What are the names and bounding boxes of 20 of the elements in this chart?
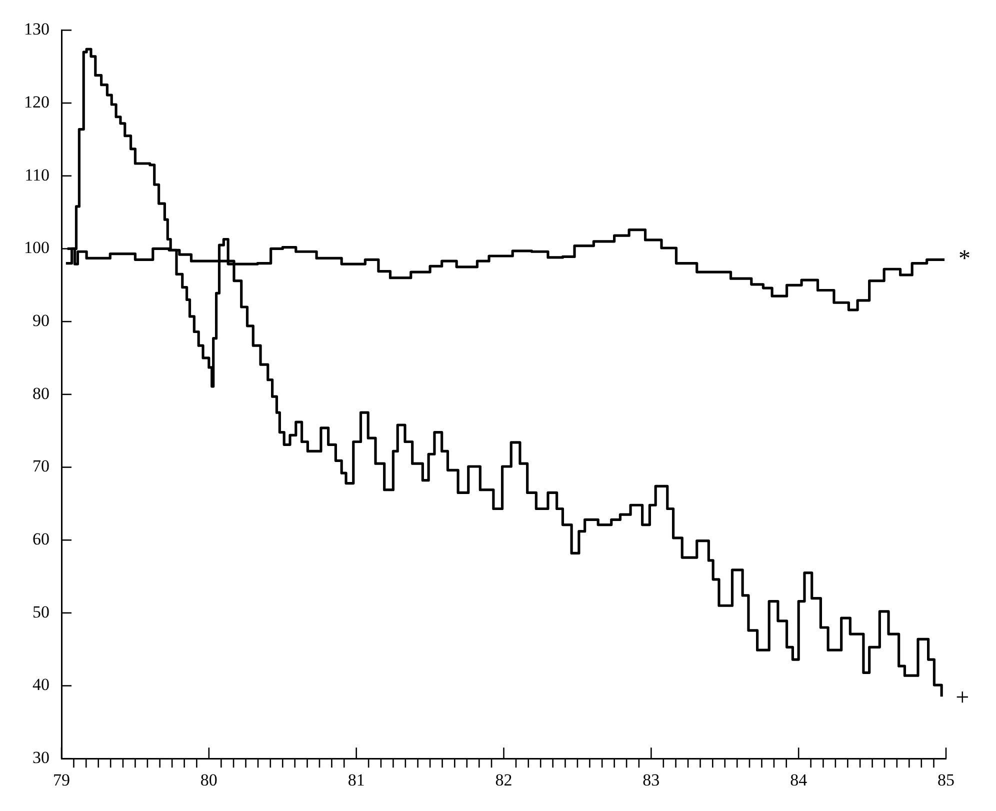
x-tick-label: 84: [790, 770, 808, 790]
y-tick-label: 70: [32, 456, 50, 476]
x-tick-label: 81: [348, 770, 365, 790]
y-tick-label: 130: [24, 20, 50, 39]
series-label: +: [956, 684, 970, 711]
x-tick-label: 83: [642, 770, 660, 790]
y-tick-label: 90: [32, 311, 50, 330]
y-tick-label: 120: [24, 92, 50, 112]
y-tick-label: 60: [32, 530, 50, 549]
y-tick-label: 40: [32, 675, 50, 694]
x-tick-label: 80: [200, 770, 218, 790]
x-tick-label: 82: [495, 770, 512, 790]
y-tick-label: 100: [24, 238, 50, 258]
x-tick-label: 85: [938, 770, 954, 790]
series-label: *: [958, 246, 971, 272]
y-tick-label: 110: [24, 165, 50, 184]
x-tick-label: 79: [53, 770, 70, 790]
y-tick-label: 30: [32, 748, 50, 768]
y-tick-label: 80: [32, 384, 50, 403]
y-tick-label: 50: [32, 602, 50, 622]
